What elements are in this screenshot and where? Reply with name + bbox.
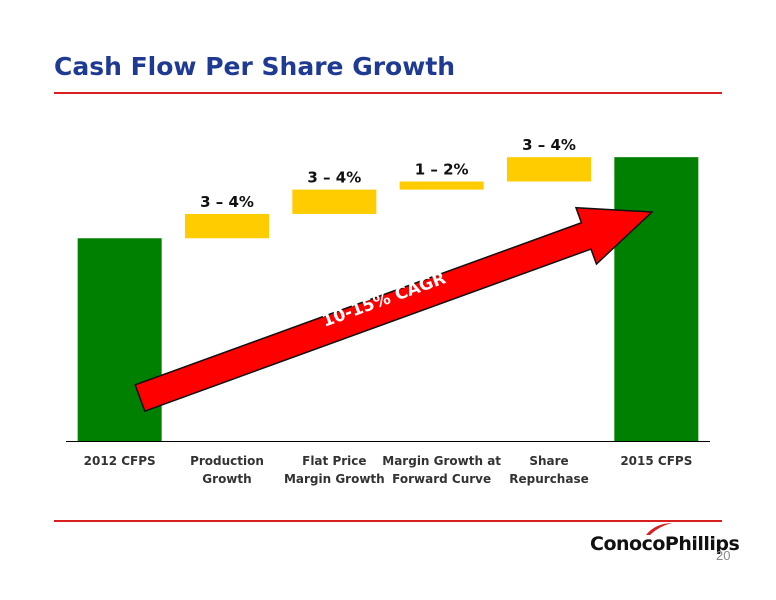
logo-swoosh-icon — [646, 523, 672, 535]
cagr-arrow — [134, 206, 654, 413]
increment-bar — [399, 181, 484, 190]
x-tick-label: Margin Growth — [284, 472, 385, 486]
page-number: 20 — [716, 548, 731, 563]
x-tick-label: Growth — [202, 472, 251, 486]
increment-bar — [507, 157, 591, 182]
total-bar — [77, 238, 162, 441]
x-tick-label: Flat Price — [302, 454, 366, 468]
bar-value-label: 3 – 4% — [522, 136, 576, 154]
logo-wordmark: ConocoPhillips — [590, 533, 740, 555]
x-tick-label: Margin Growth at — [382, 454, 501, 468]
x-tick-label: 2015 CFPS — [620, 454, 692, 468]
increment-bar — [185, 213, 269, 239]
increment-bar — [292, 189, 377, 214]
bar-value-label: 3 – 4% — [307, 169, 361, 187]
title-divider — [54, 92, 722, 94]
x-tick-label: Production — [190, 454, 264, 468]
waterfall-chart: 3 – 4% 3 – 4% 1 – 2% 3 – 4% 2012 CFPS Product… — [66, 136, 710, 486]
footer-divider — [54, 520, 722, 522]
x-tick-label: Share — [529, 454, 568, 468]
x-tick-label: Repurchase — [509, 472, 588, 486]
bar-value-label: 1 – 2% — [415, 160, 469, 178]
page-title: Cash Flow Per Share Growth — [54, 52, 456, 81]
total-bar — [614, 157, 699, 442]
x-tick-label: Forward Curve — [392, 472, 491, 486]
x-tick-label: 2012 CFPS — [84, 454, 156, 468]
bar-value-label: 3 – 4% — [200, 193, 254, 211]
